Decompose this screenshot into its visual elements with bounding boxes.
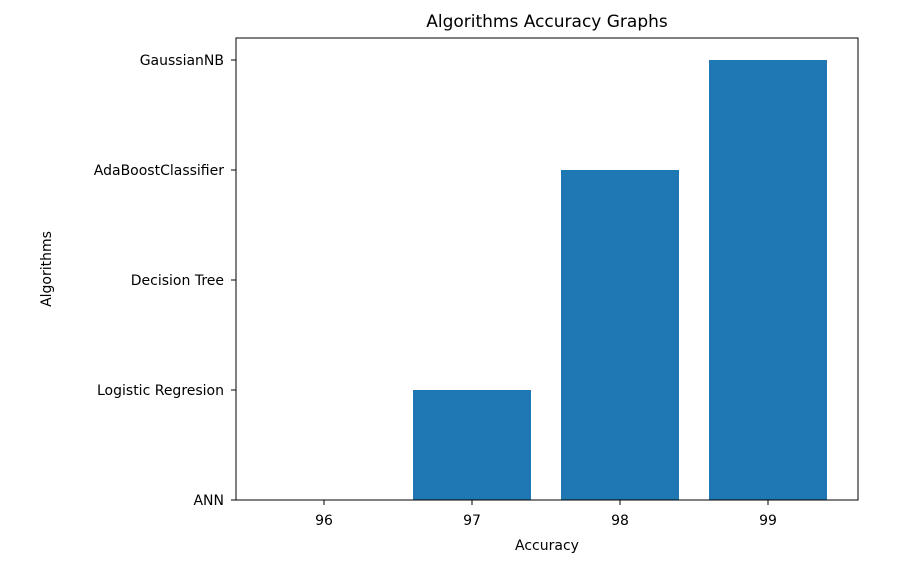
bar-98 (561, 170, 679, 500)
y-tick-label-decision-tree: Decision Tree (131, 273, 224, 289)
y-tick-label-ann: ANN (193, 493, 224, 509)
bar-97 (413, 390, 531, 500)
x-tick-label-98: 98 (611, 513, 629, 529)
y-tick-label-gaussiannb: GaussianNB (140, 53, 224, 69)
y-axis-label: Algorithms (39, 231, 55, 307)
chart-title: Algorithms Accuracy Graphs (426, 12, 668, 32)
plot-frame (235, 37, 859, 501)
y-tick-label-adaboostclassifier: AdaBoostClassifier (94, 163, 224, 179)
bars-group (413, 60, 827, 500)
x-tick-label-97: 97 (463, 513, 481, 529)
bar-99 (709, 60, 827, 500)
x-tick-label-99: 99 (759, 513, 777, 529)
x-tick-label-96: 96 (315, 513, 333, 529)
x-axis-ticks: 96 97 98 99 (315, 500, 777, 529)
x-axis-label: Accuracy (515, 538, 579, 554)
y-axis-ticks: ANN Logistic Regresion Decision Tree AdaBoo… (94, 53, 236, 509)
y-tick-label-logistic-regresion: Logistic Regresion (97, 383, 224, 399)
